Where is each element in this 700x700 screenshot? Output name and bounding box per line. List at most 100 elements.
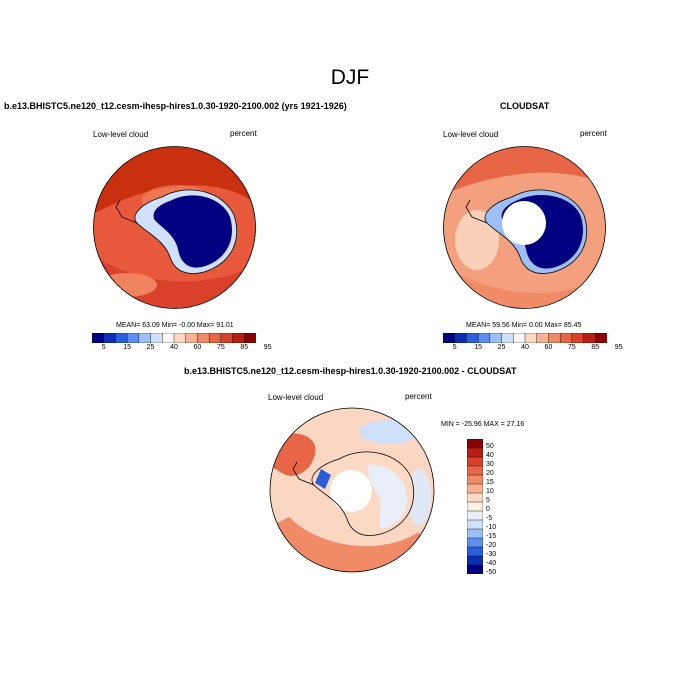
panel3-colorbar-swatch: [467, 483, 483, 494]
panel1-variable-label: Low-level cloud: [93, 130, 149, 139]
panel2-variable-label: Low-level cloud: [443, 130, 499, 139]
panel2-colorbar-swatch: [443, 333, 456, 343]
panel2-colorbar-swatch: [559, 333, 573, 343]
panel1-title: b.e13.BHISTC5.ne120_t12.cesm-ihesp-hires…: [4, 101, 347, 111]
panel3-colorbar-swatch: [467, 537, 483, 548]
panel1-colorbar-swatch: [185, 333, 198, 343]
panel2-colorbar-swatch: [501, 333, 514, 343]
panel1-colorbar-swatch: [232, 333, 245, 343]
season-title: DJF: [330, 66, 370, 89]
panel2-colorbar-tick-label: 75: [567, 344, 576, 351]
panel2-colorbar-swatch: [454, 333, 467, 343]
panel3-colorbar-swatch: [467, 519, 483, 530]
panel2-colorbar-tick-label: 5: [452, 344, 457, 351]
panel1-colorbar-swatch: [220, 333, 234, 343]
panel2-colorbar-ticks: 5 15 25 40 60 75 85 95: [443, 344, 623, 354]
panel2-colorbar-swatch: [536, 333, 549, 343]
panel3-colorbar-tick-label: 40: [486, 452, 494, 459]
panel3-colorbar-swatch: [467, 492, 483, 503]
panel3-colorbar-swatch: [467, 510, 483, 521]
panel2-colorbar-tick-label: 85: [591, 344, 600, 351]
panel1-map-border: [93, 146, 256, 309]
panel1-colorbar-tick-label: 75: [216, 344, 225, 351]
panel3-colorbar: [467, 439, 483, 574]
panel1-colorbar-tick-label: 25: [146, 344, 155, 351]
panel2-colorbar-swatch: [489, 333, 503, 343]
panel2-colorbar-swatch: [477, 333, 491, 343]
panel3-variable-label: Low-level cloud: [268, 393, 324, 402]
panel1-colorbar-swatch: [197, 333, 210, 343]
panel3-polar-map: [269, 407, 435, 573]
panel3-colorbar-swatch: [467, 528, 483, 539]
panel2-colorbar-tick-label: 95: [614, 344, 623, 351]
panel3-colorbar-swatch: [467, 564, 483, 574]
panel1-colorbar-swatch: [103, 333, 116, 343]
panel3-colorbar-swatch: [467, 439, 483, 449]
panel2-colorbar-tick-label: 40: [521, 344, 529, 351]
panel1-colorbar-swatch: [92, 333, 105, 343]
panel1-antarctic-core: [153, 195, 232, 268]
panel3-colorbar-swatch: [467, 474, 483, 485]
panel2-colorbar-swatch: [524, 333, 538, 343]
panel3-colorbar-tick-label: -5: [486, 515, 493, 522]
panel1-stats: MEAN= 63.09 Min= -0.00 Max= 91.01: [116, 322, 234, 329]
panel2-colorbar-swatch: [548, 333, 561, 343]
panel3-missing-data-hole: [330, 470, 372, 512]
panel2-colorbar-tick-label: 15: [474, 344, 483, 351]
panel3-title: b.e13.BHISTC5.ne120_t12.cesm-ihesp-hires…: [184, 366, 517, 376]
panel1-colorbar-tick-label: 85: [240, 344, 249, 351]
panel2-colorbar-swatch: [571, 333, 585, 343]
panel2-peninsula: [465, 199, 488, 224]
panel2-colorbar-tick-label: 60: [544, 344, 553, 351]
panel3-colorbar-swatch: [467, 465, 483, 476]
panel3-colorbar-tick-label: -15: [486, 533, 497, 540]
panel2-colorbar-swatch: [595, 333, 607, 343]
panel2-colorbar: [443, 333, 607, 343]
panel2-title: CLOUDSAT: [500, 101, 550, 111]
panel3-units-label: percent: [405, 392, 432, 401]
panel3-colorbar-tick-label: 0: [486, 506, 490, 513]
panel2-polar-map: [443, 146, 606, 309]
panel3-colorbar-tick-label: -40: [486, 560, 497, 567]
panel2-colorbar-swatch: [583, 333, 596, 343]
panel3-positive-patch-south: [270, 517, 434, 572]
panel3-colorbar-tick-label: -30: [486, 551, 497, 558]
panel3-peninsula: [292, 461, 315, 486]
panel1-colorbar-tick-label: 40: [170, 344, 178, 351]
panel2-map-border: [443, 146, 606, 309]
panel1-colorbar-swatch: [208, 333, 222, 343]
panel1-high-cloud-band: [93, 146, 256, 215]
panel2-stats: MEAN= 59.56 Min= 0.00 Max= 85.45: [466, 322, 582, 329]
panel1-colorbar-swatch: [115, 333, 128, 343]
panel1-colorbar-swatch: [244, 333, 256, 343]
panel1-polar-map: [93, 146, 256, 309]
panel2-light-patch: [455, 210, 499, 270]
panel3-colorbar-tick-label: -50: [486, 569, 497, 576]
panel3-colorbar-ticks: 50 40 30 20 15 10 5 0 -5 -10 -15 -20 -30 -40 -50: [486, 439, 516, 576]
panel1-colorbar-ticks: 5 15 25 40 60 75 85 95: [92, 344, 272, 354]
panel1-colorbar-swatch: [126, 333, 140, 343]
panel2-colorbar-swatch: [466, 333, 479, 343]
panel3-colorbar-tick-label: 30: [486, 461, 494, 468]
panel1-colorbar-swatch: [150, 333, 163, 343]
panel3-colorbar-tick-label: -20: [486, 542, 497, 549]
panel3-colorbar-tick-label: 50: [486, 443, 494, 450]
panel3-colorbar-tick-label: 10: [486, 488, 494, 495]
panel3-colorbar-tick-label: 20: [486, 470, 494, 477]
panel2-units-label: percent: [580, 129, 607, 138]
panel3-colorbar-tick-label: -10: [486, 524, 497, 531]
panel3-colorbar-tick-label: 15: [486, 479, 494, 486]
panel1-colorbar-tick-label: 15: [123, 344, 132, 351]
panel1-colorbar-swatch: [162, 333, 175, 343]
panel3-colorbar-swatch: [467, 447, 483, 458]
panel3-antarctic-negative: [367, 464, 408, 529]
panel3-colorbar-swatch: [467, 555, 483, 566]
panel1-colorbar-tick-label: 95: [263, 344, 272, 351]
panel1-colorbar-tick-label: 5: [101, 344, 106, 351]
panel1-colorbar-tick-label: 60: [193, 344, 202, 351]
panel1-peninsula: [115, 199, 138, 224]
panel2-missing-data-hole: [502, 201, 546, 245]
panel2-colorbar-tick-label: 25: [497, 344, 506, 351]
panel1-colorbar-swatch: [173, 333, 187, 343]
panel3-stats: MIN = -25.96 MAX = 27.16: [441, 421, 525, 428]
